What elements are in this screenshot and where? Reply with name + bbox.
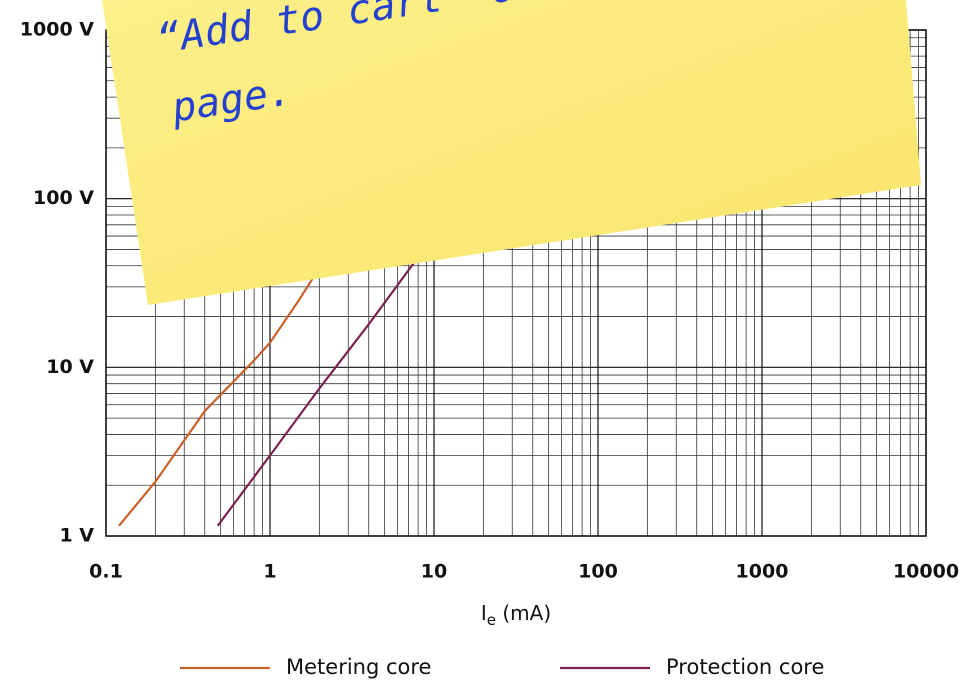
x-tick-label: 0.1 [89,561,123,583]
y-tick-label: 100 V [33,187,94,209]
x-tick-label: 1000 [736,561,789,583]
x-label-sub: e [487,611,496,629]
x-tick-label: 100 [578,561,618,583]
x-tick-label: 10 [421,561,447,583]
x-tick-label: 10000 [893,561,959,583]
y-tick-label: 10 V [46,356,94,378]
y-tick-label: 1000 V [20,19,94,41]
legend-label: Protection core [666,655,824,679]
legend-label: Metering core [286,655,431,679]
y-tick-label: 1 V [59,525,94,547]
x-label-unit: (mA) [496,601,551,625]
chart: 0.1 1 10 100 1000 10000 1 V 10 V 100 V 1000 V Ie … [0,0,970,684]
x-axis-label: Ie (mA) [481,601,551,629]
x-tick-label: 1 [263,561,276,583]
